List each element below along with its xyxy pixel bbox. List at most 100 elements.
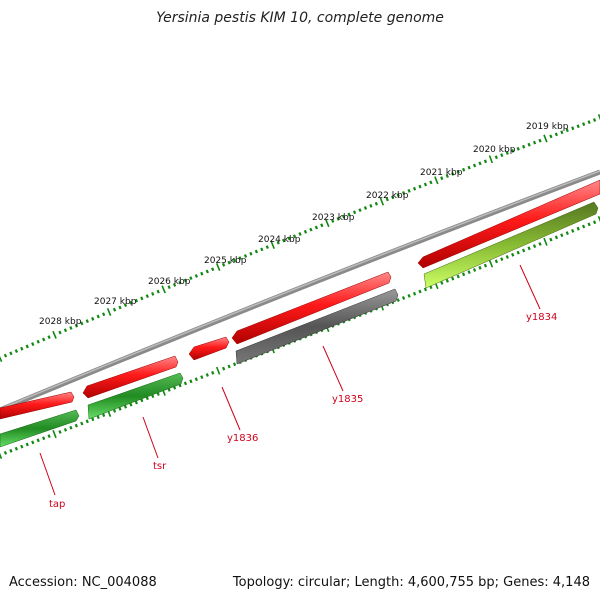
outer-scale-dot xyxy=(314,225,319,230)
outer-scale-dot xyxy=(194,274,199,278)
genome-backbone-highlight xyxy=(0,170,600,410)
inner-scale-dot xyxy=(560,233,564,238)
inner-scale-dot xyxy=(505,255,509,259)
outer-scale-tick xyxy=(434,176,439,185)
inner-scale-dot xyxy=(232,362,237,367)
inner-scale-dot xyxy=(500,257,504,262)
gene-arrow-y1835[interactable] xyxy=(235,288,399,365)
cds-arrow-red-3[interactable] xyxy=(188,336,230,361)
inner-scale-dot xyxy=(483,263,488,268)
outer-scale-dot xyxy=(309,227,313,232)
scale-label-2019: 2019 kbp xyxy=(526,122,569,132)
inner-scale-dot xyxy=(42,436,46,441)
outer-scale-tick xyxy=(161,285,166,294)
outer-scale-dot xyxy=(254,249,259,254)
inner-scale-dot xyxy=(3,451,8,455)
inner-scale-dot xyxy=(80,421,84,426)
inner-scale-dot xyxy=(549,237,553,242)
outer-scale-dot xyxy=(412,186,417,191)
outer-scale-dot xyxy=(292,234,297,239)
scale-label-2027: 2027 kbp xyxy=(94,297,137,307)
inner-scale-dot xyxy=(423,287,428,292)
inner-scale-dot xyxy=(511,252,515,257)
outer-scale-dot xyxy=(211,267,215,272)
outer-scale-labels: 2019 kbp 2020 kbp 2021 kbp 2022 kbp 2023… xyxy=(39,122,569,327)
outer-scale-dot xyxy=(511,149,515,153)
outer-scale-dot xyxy=(423,182,428,187)
outer-scale-dot xyxy=(134,298,139,303)
inner-scale-dot xyxy=(521,248,526,253)
scale-label-2023: 2023 kbp xyxy=(312,213,355,223)
inner-scale-dot xyxy=(592,220,597,225)
inner-scale-dot xyxy=(554,235,559,240)
outer-scale-dot xyxy=(9,351,13,356)
outer-scale-tick xyxy=(106,307,112,317)
inner-scale-dot xyxy=(74,423,78,428)
inner-scale-dot xyxy=(494,259,499,264)
gene-label-y1835[interactable]: y1835 xyxy=(332,394,363,405)
outer-scale-dot xyxy=(478,161,482,166)
topology-text: Topology: circular; Length: 4,600,755 bp… xyxy=(232,575,590,590)
outer-scale-tick xyxy=(543,134,548,143)
accession-text: Accession: NC_004088 xyxy=(9,575,157,590)
gene-label-tsr[interactable]: tsr xyxy=(153,461,167,472)
outer-scale-dot xyxy=(571,126,575,131)
outer-scale-dot xyxy=(336,216,340,221)
scale-label-2020: 2020 kbp xyxy=(473,145,516,155)
outer-scale-dot xyxy=(178,280,182,285)
outer-scale-dot xyxy=(58,330,62,335)
outer-scale-dot xyxy=(472,163,477,168)
outer-scale-dot xyxy=(63,328,68,333)
inner-scale-dot xyxy=(47,434,51,439)
outer-scale-dot xyxy=(396,193,400,198)
outer-scale-dot xyxy=(221,262,226,267)
outer-scale-dot xyxy=(227,260,231,265)
gene-arrow-y1834[interactable] xyxy=(423,201,599,289)
cds-arrow-red-2[interactable] xyxy=(82,355,179,399)
inner-scale-dot xyxy=(478,265,482,270)
inner-scale-dot xyxy=(96,415,100,420)
outer-scale-dot xyxy=(151,291,155,296)
inner-scale-dot xyxy=(532,244,537,248)
outer-scale-dot xyxy=(587,120,591,125)
inner-scale-dot xyxy=(445,278,449,283)
gene-label-y1836[interactable]: y1836 xyxy=(227,433,258,444)
outer-scale-dot xyxy=(287,236,291,241)
outer-scale-dot xyxy=(522,144,526,149)
inner-scale-dot xyxy=(516,250,520,255)
cds-arrow-red-5[interactable] xyxy=(417,179,600,269)
outer-scale-dots xyxy=(3,118,597,358)
outer-scale-tick xyxy=(52,330,57,339)
cds-arrow-red-1[interactable] xyxy=(0,391,75,420)
gene-label-tap[interactable]: tap xyxy=(49,499,65,510)
inner-scale-dot xyxy=(227,364,231,369)
outer-scale-dot xyxy=(238,256,242,261)
inner-scale-tick xyxy=(215,366,221,375)
outer-scale-dot xyxy=(576,124,580,129)
inner-scale-dot xyxy=(91,417,95,422)
outer-scale-dot xyxy=(74,323,79,328)
outer-scale-dot xyxy=(25,344,29,349)
inner-scale-dot xyxy=(576,226,580,231)
inner-scale-dot xyxy=(205,373,209,377)
inner-scale-dot xyxy=(145,396,149,401)
inner-scale-dot xyxy=(467,270,471,275)
gene-label-y1834[interactable]: y1834 xyxy=(526,312,557,323)
inner-scale-tick xyxy=(488,259,494,268)
outer-scale-dot xyxy=(347,212,351,217)
gene-arrow-tap[interactable] xyxy=(0,409,80,448)
scale-label-2025: 2025 kbp xyxy=(204,256,247,266)
outer-scale-tick xyxy=(379,197,385,206)
outer-scale-ticks xyxy=(0,114,600,363)
gene-arrow-tsr[interactable] xyxy=(87,372,184,420)
outer-scale-dot xyxy=(281,238,286,243)
inner-scale-dot xyxy=(571,228,575,233)
cds-arrow-red-4[interactable] xyxy=(231,271,392,345)
inner-scale-dot xyxy=(456,274,460,279)
outer-scale-dot xyxy=(456,169,460,174)
outer-scale-dot xyxy=(167,285,171,290)
outer-scale-dot xyxy=(172,282,177,287)
outer-scale-tick xyxy=(270,240,275,249)
outer-scale-dot xyxy=(402,191,406,195)
inner-scale-tick xyxy=(52,430,57,439)
